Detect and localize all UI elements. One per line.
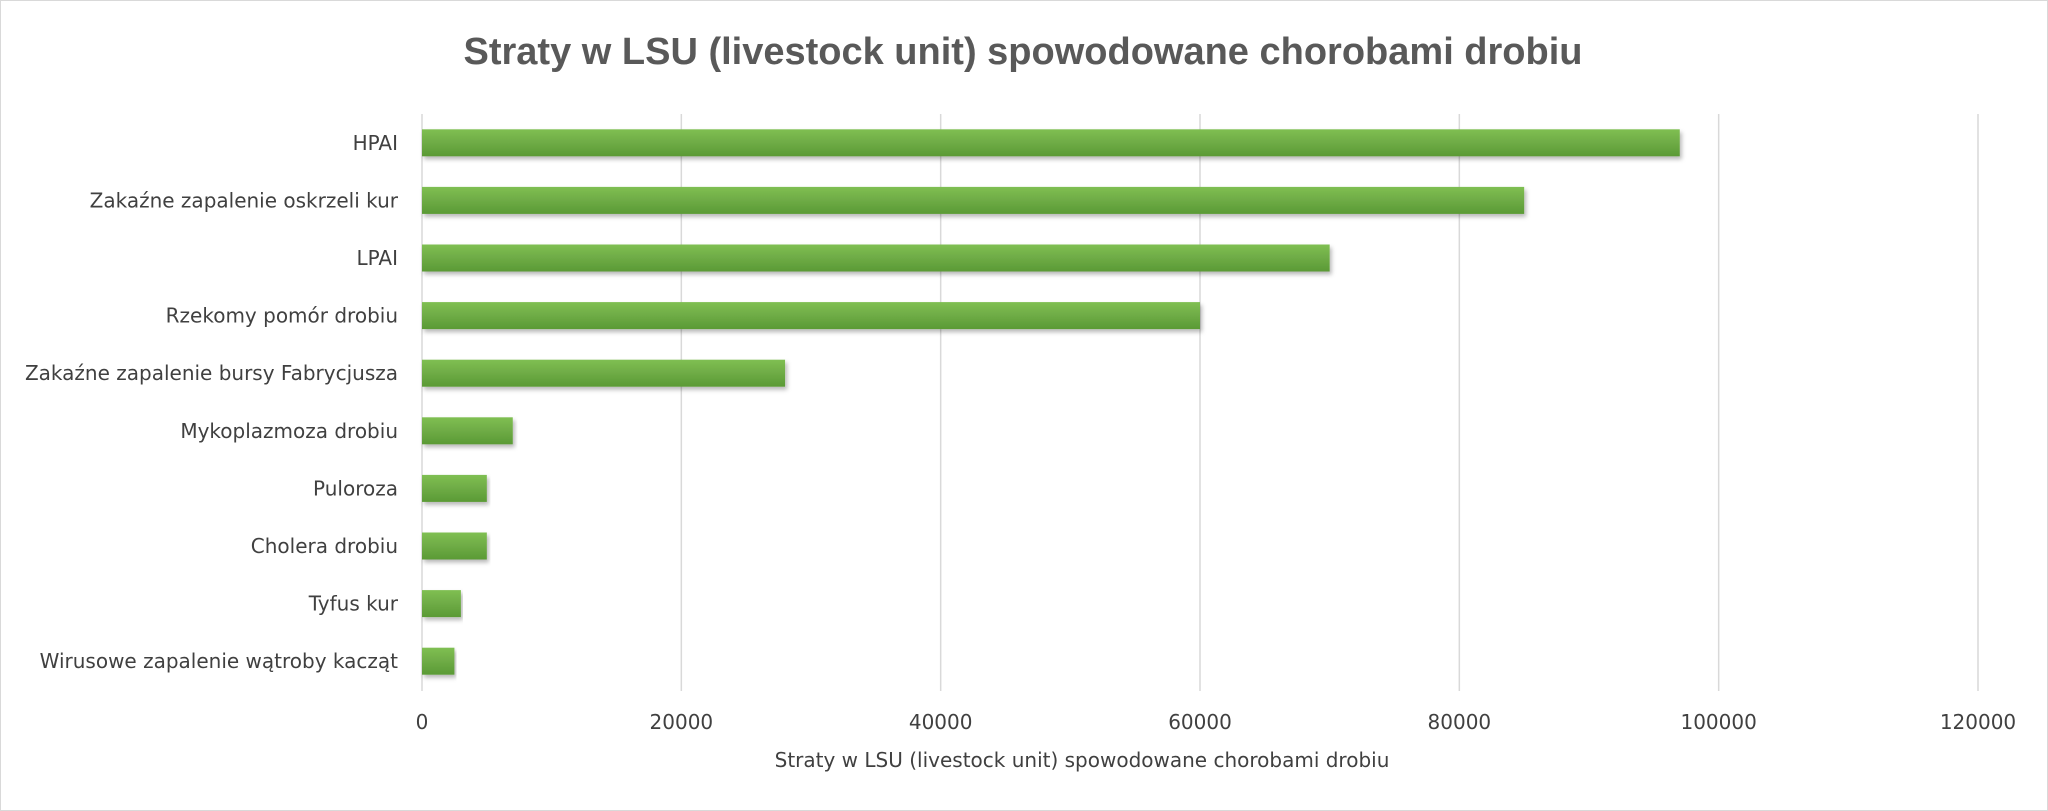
category-label: Rzekomy pomór drobiu	[166, 304, 398, 328]
x-axis-title: Straty w LSU (livestock unit) spowodowan…	[775, 748, 1390, 772]
chart-title: Straty w LSU (livestock unit) spowodowan…	[464, 31, 1583, 73]
x-tick-label: 120000	[1940, 710, 2016, 734]
bar	[422, 186, 1525, 214]
category-labels: HPAI Zakaźne zapalenie oskrzeli kur LPAI Rz…	[25, 131, 399, 673]
category-label: Zakaźne zapalenie oskrzeli kur	[90, 188, 399, 212]
x-tick-label: 20000	[650, 710, 714, 734]
category-label: Wirusowe zapalenie wątroby kacząt	[40, 649, 399, 673]
bar	[422, 590, 461, 618]
bar	[422, 532, 487, 560]
bar	[422, 647, 455, 675]
x-tick-label: 40000	[909, 710, 973, 734]
x-tick-label: 60000	[1168, 710, 1232, 734]
bar	[422, 417, 513, 445]
bar	[422, 244, 1330, 272]
category-label: Zakaźne zapalenie bursy Fabrycjusza	[25, 361, 398, 385]
x-tick-labels: 0 20000 40000 60000 80000 100000 120000	[416, 710, 2017, 734]
x-tick-label: 80000	[1428, 710, 1492, 734]
bar	[422, 474, 487, 502]
category-label: Mykoplazmoza drobiu	[180, 419, 398, 443]
bars	[422, 129, 1680, 675]
x-tick-label: 0	[416, 710, 429, 734]
category-label: Cholera drobiu	[251, 534, 398, 558]
bar	[422, 359, 786, 387]
bar	[422, 129, 1680, 157]
category-label: LPAI	[356, 246, 398, 270]
category-label: Tyfus kur	[308, 592, 399, 616]
x-tick-label: 100000	[1680, 710, 1756, 734]
bar	[422, 302, 1200, 330]
category-label: Puloroza	[313, 476, 398, 500]
category-label: HPAI	[353, 131, 398, 155]
